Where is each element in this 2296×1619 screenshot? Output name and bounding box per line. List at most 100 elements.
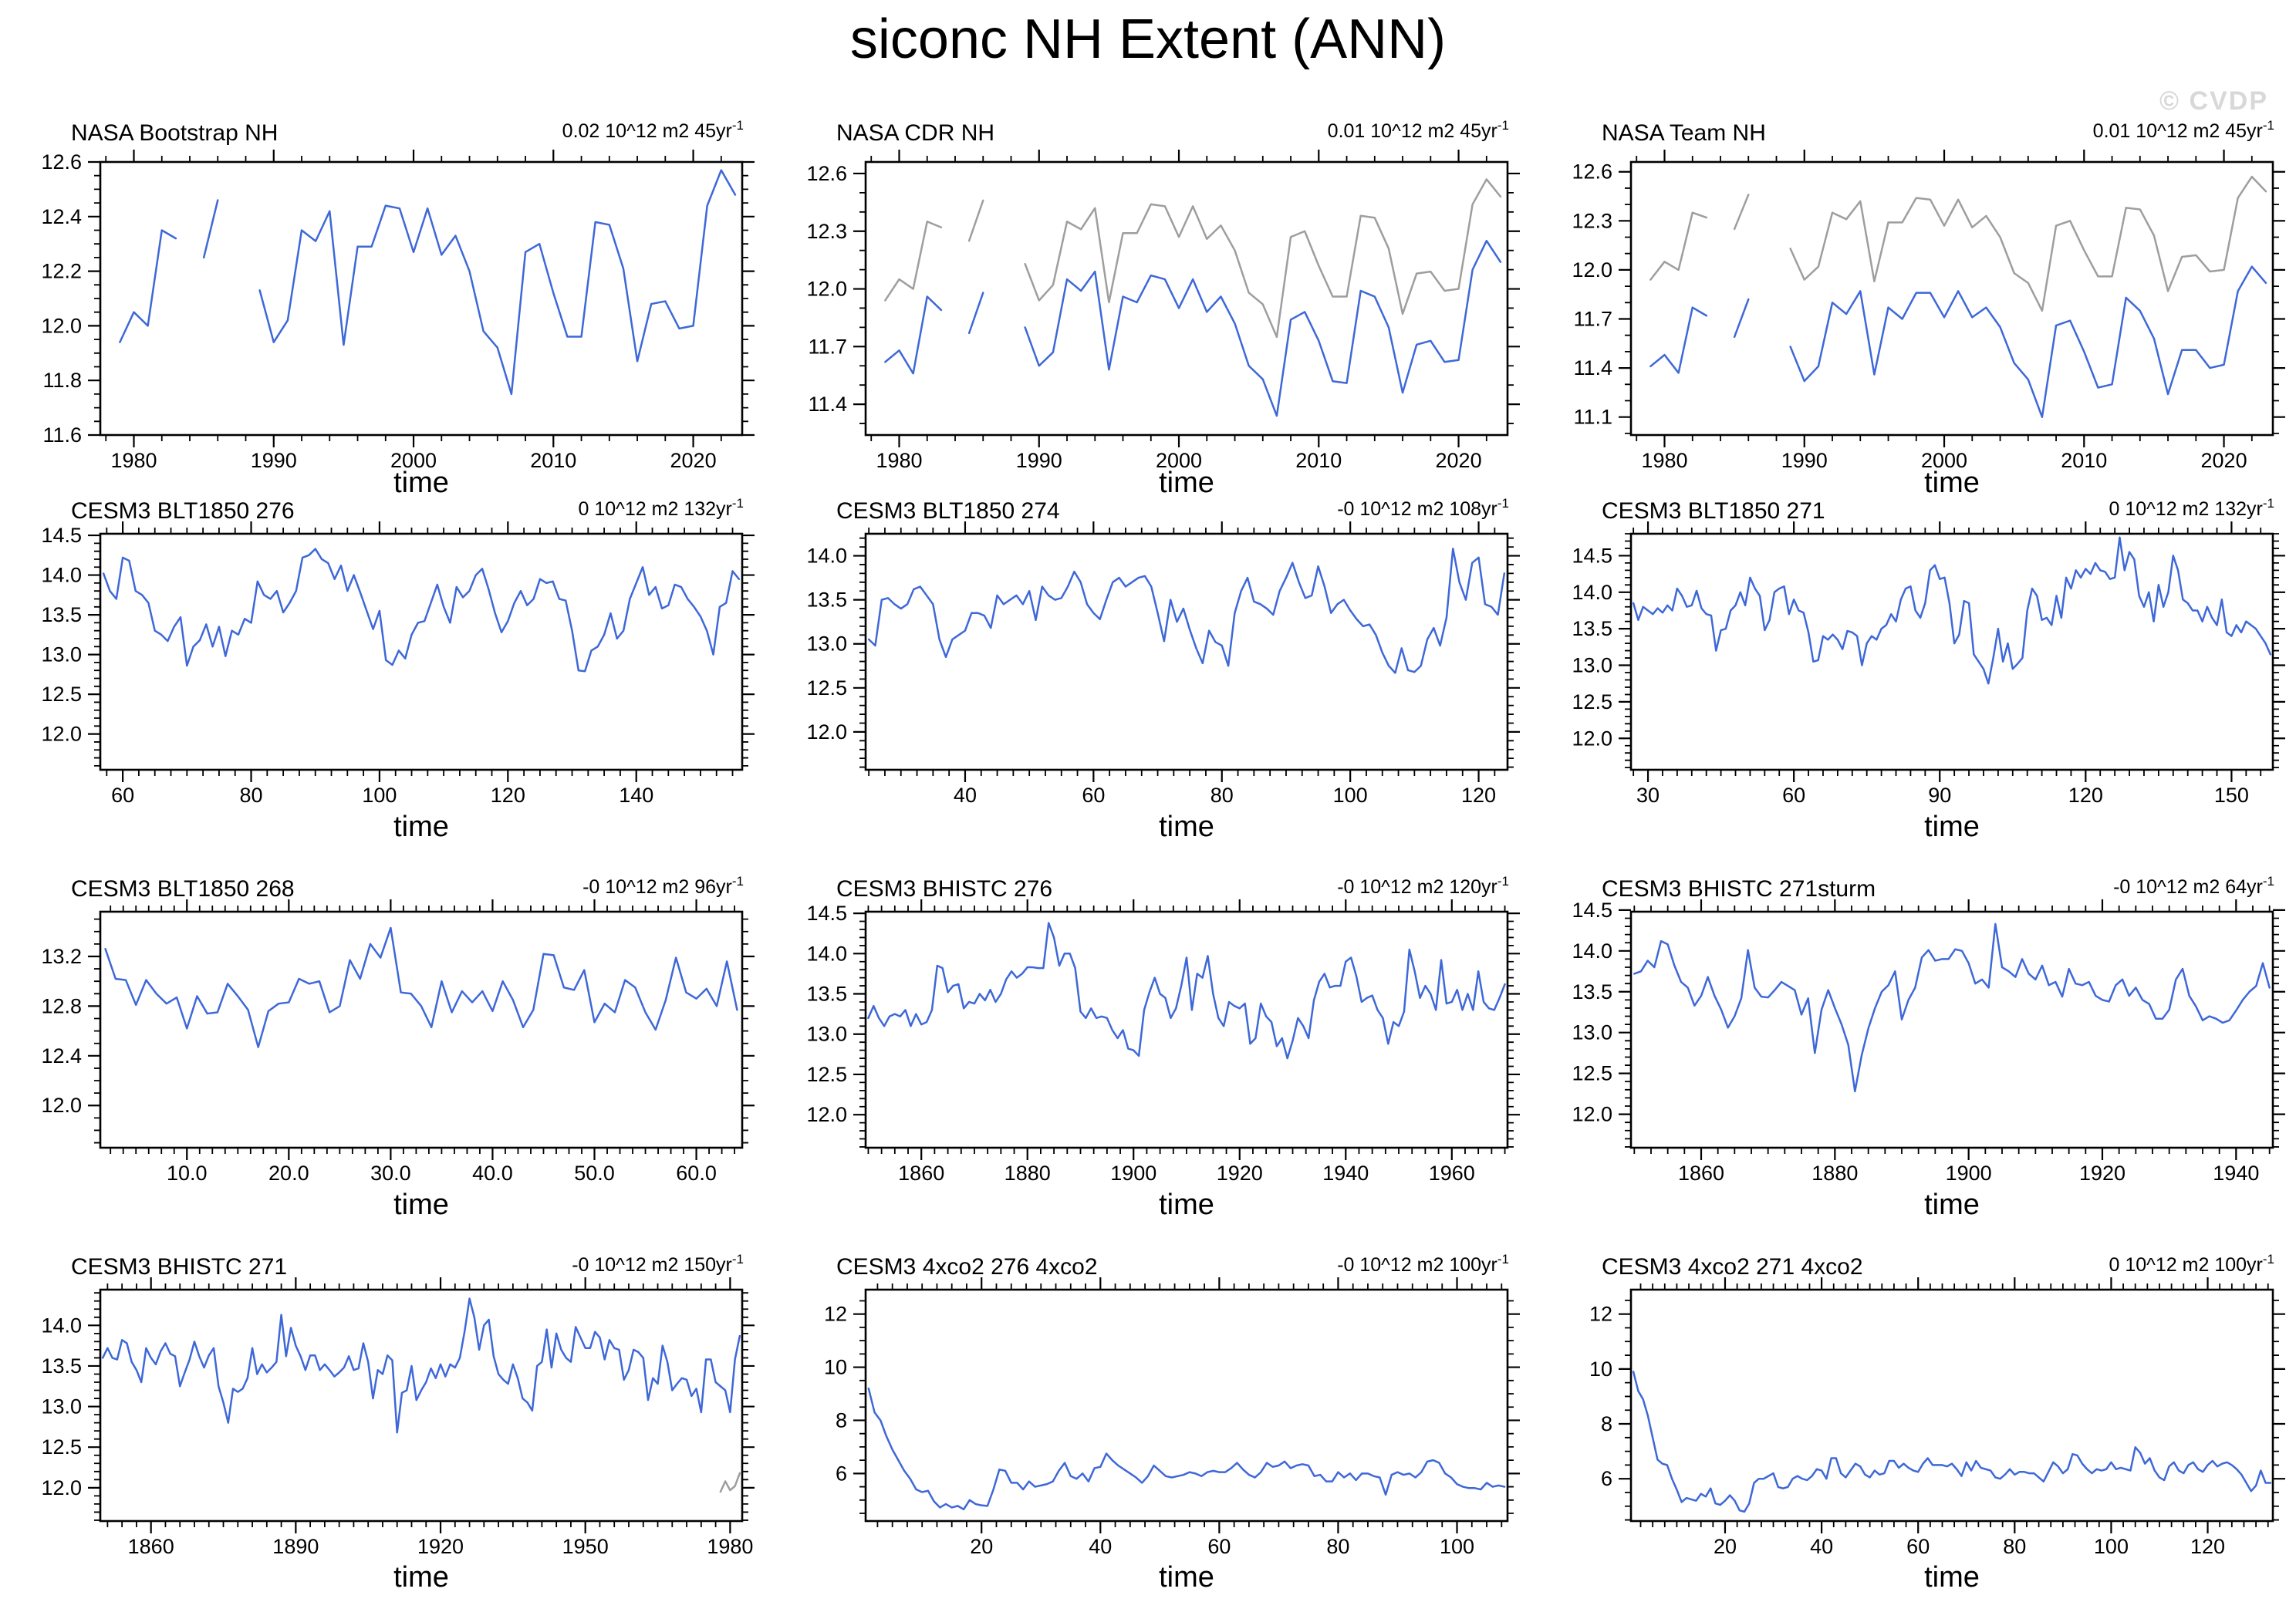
series-line-blt1850-274 <box>867 548 1506 674</box>
y-tick-label: 12.0 <box>41 1094 82 1117</box>
x-tick-label: 1990 <box>251 449 297 472</box>
series-line-4xco2-276 <box>867 1387 1506 1511</box>
y-tick-label: 12 <box>1589 1303 1612 1326</box>
x-tick-label: 1980 <box>1641 449 1687 472</box>
x-tick-label: 60 <box>1207 1535 1231 1558</box>
trend-annotation: 0 10^12 m2 132yr-1 <box>579 496 744 520</box>
x-tick-label: 60 <box>1082 784 1105 807</box>
x-tick-label: 1900 <box>1110 1162 1156 1185</box>
y-tick-label: 14.5 <box>41 524 82 547</box>
major-ticks <box>853 150 1520 447</box>
y-tick-label: 12.0 <box>1572 1103 1612 1126</box>
x-tick-label: 20 <box>1714 1535 1737 1558</box>
minor-ticks <box>1625 156 2279 441</box>
plot-box <box>1629 532 2274 771</box>
y-tick-label: 6 <box>836 1462 847 1485</box>
plot-box <box>99 160 744 437</box>
y-tick-label: 12.4 <box>41 1044 82 1068</box>
x-tick-label: 1920 <box>1217 1162 1263 1185</box>
y-tick-label: 12.0 <box>41 723 82 746</box>
series-line-nasa-cdr <box>884 239 1502 417</box>
cvdp-watermark: © CVDP <box>2159 86 2268 116</box>
x-axis-label: time <box>1924 1561 1980 1594</box>
plot-box <box>99 910 744 1149</box>
major-ticks <box>1619 150 2285 447</box>
x-tick-label: 1990 <box>1781 449 1828 472</box>
panel-title: NASA Bootstrap NH <box>71 120 278 146</box>
chart-panel-3: 11.1 11.4 11.7 12.0 12.3 12.6 1980 1990 2000 2010… <box>1572 118 2285 494</box>
y-tick-label: 11.7 <box>808 335 847 358</box>
page-title: siconc NH Extent (ANN) <box>849 8 1447 70</box>
major-ticks <box>88 899 755 1160</box>
y-tick-label: 12.0 <box>41 314 82 337</box>
x-tick-label: 90 <box>1928 784 1951 807</box>
series-line-reference-bootstrap <box>1649 175 2267 312</box>
series-line-obs-overlap <box>719 1472 741 1493</box>
x-tick-label: 1960 <box>1429 1162 1475 1185</box>
panel-title: CESM3 BHISTC 271 <box>71 1254 287 1280</box>
y-tick-label: 8 <box>836 1408 847 1432</box>
x-tick-label: 120 <box>1461 784 1496 807</box>
panel-title: CESM3 BLT1850 274 <box>836 498 1060 524</box>
trend-annotation: -0 10^12 m2 108yr-1 <box>1337 496 1509 520</box>
x-axis-label: time <box>1159 1189 1214 1221</box>
y-tick-label: 13.5 <box>806 983 847 1006</box>
y-tick-label: 11.1 <box>1573 406 1612 429</box>
x-tick-label: 1900 <box>1946 1162 1992 1185</box>
y-tick-label: 14.0 <box>806 942 847 965</box>
trend-annotation: 0.02 10^12 m2 45yr-1 <box>562 118 744 142</box>
major-ticks <box>88 1277 755 1533</box>
x-axis-label: time <box>393 811 449 843</box>
y-tick-label: 13.2 <box>41 945 82 968</box>
y-tick-label: 14.0 <box>41 564 82 587</box>
minor-ticks <box>94 1283 748 1527</box>
y-tick-label: 12.6 <box>41 150 82 174</box>
series-line-blt1850-268 <box>104 926 738 1048</box>
minor-ticks <box>859 906 1514 1154</box>
minor-ticks <box>1625 1283 2279 1527</box>
y-tick-label: 14.0 <box>41 1314 82 1337</box>
y-tick-label: 13.5 <box>41 603 82 626</box>
y-tick-label: 12.5 <box>1572 690 1612 713</box>
x-tick-label: 2020 <box>2201 449 2247 472</box>
y-tick-label: 12.5 <box>806 676 847 700</box>
x-tick-label: 2010 <box>530 449 576 472</box>
plot-box <box>99 1288 744 1523</box>
series-line-blt1850-271 <box>1632 536 2272 685</box>
y-tick-label: 13.5 <box>1572 617 1612 640</box>
y-tick-label: 12.0 <box>1572 727 1612 750</box>
x-tick-label: 1990 <box>1016 449 1062 472</box>
y-tick-label: 14.5 <box>806 902 847 925</box>
major-ticks <box>88 150 755 447</box>
x-axis-label: time <box>393 1561 449 1594</box>
x-tick-label: 10.0 <box>167 1162 208 1185</box>
x-tick-label: 2010 <box>2061 449 2107 472</box>
trend-annotation: -0 10^12 m2 150yr-1 <box>572 1252 744 1276</box>
panel-title: CESM3 4xco2 271 4xco2 <box>1602 1254 1863 1280</box>
plot-box <box>864 532 1509 771</box>
chart-panel-1: 11.6 11.8 12.0 12.2 12.4 12.6 1980 1990 2000 2010… <box>41 118 755 494</box>
x-axis-label: time <box>1159 1561 1214 1594</box>
x-tick-label: 40.0 <box>472 1162 513 1185</box>
minor-ticks <box>94 528 748 776</box>
y-tick-label: 10 <box>1589 1358 1612 1381</box>
x-tick-label: 80 <box>1326 1535 1349 1558</box>
minor-ticks <box>859 156 1514 441</box>
x-tick-label: 40 <box>1089 1535 1112 1558</box>
trend-annotation: 0.01 10^12 m2 45yr-1 <box>1328 118 1509 142</box>
x-tick-label: 100 <box>362 784 397 807</box>
x-tick-label: 1880 <box>1004 1162 1051 1185</box>
y-tick-label: 11.8 <box>42 369 82 392</box>
x-tick-label: 2000 <box>390 449 437 472</box>
y-tick-label: 13.0 <box>1572 654 1612 677</box>
y-tick-label: 12.0 <box>41 1476 82 1499</box>
x-tick-label: 1920 <box>2079 1162 2125 1185</box>
y-tick-label: 11.4 <box>1573 356 1612 379</box>
x-tick-label: 1940 <box>1322 1162 1369 1185</box>
chart-row-4: 12.0 12.5 13.0 13.5 14.0 1860 1890 1920 1950 1980… <box>0 1250 2296 1619</box>
panel-title: CESM3 4xco2 276 4xco2 <box>836 1254 1098 1280</box>
x-tick-label: 30 <box>1636 784 1660 807</box>
y-tick-label: 13.0 <box>806 632 847 656</box>
x-tick-label: 60 <box>111 784 134 807</box>
panel-title: CESM3 BLT1850 276 <box>71 498 295 524</box>
